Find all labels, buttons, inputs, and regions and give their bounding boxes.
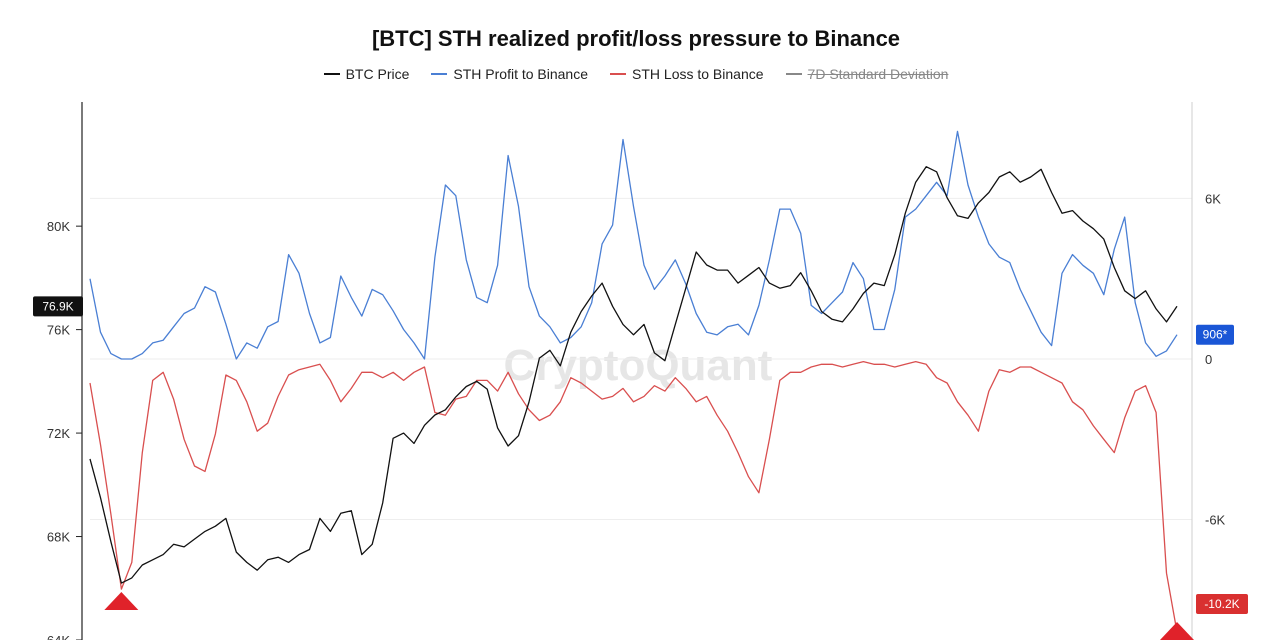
legend-item-btc-price[interactable]: BTC Price	[323, 66, 410, 82]
left-tick-label-2: 72K	[47, 426, 70, 441]
marker-triangle-1	[1160, 622, 1194, 640]
left-tick-label-4: 80K	[47, 219, 70, 234]
legend-swatch-btc-price	[323, 73, 340, 75]
value-badge-2	[1196, 594, 1248, 614]
btc-price-line	[89, 166, 1178, 584]
legend-item-sth-loss[interactable]: STH Loss to Binance	[610, 66, 764, 82]
legend-label-btc-price: BTC Price	[345, 66, 410, 82]
legend-item-7d-std-dev[interactable]: 7D Standard Deviation	[785, 66, 949, 82]
value-badge-label-0: 76.9K	[42, 299, 73, 313]
marker-triangle-0	[104, 592, 139, 610]
legend-item-sth-profit[interactable]: STH Profit to Binance	[431, 66, 588, 82]
left-tick-label-0: 64K	[47, 633, 70, 640]
sth-profit-line	[89, 130, 1178, 360]
legend-swatch-sth-profit	[431, 73, 448, 75]
value-badge-0	[33, 296, 83, 317]
value-badge-1	[1196, 324, 1234, 345]
sth-loss-line	[89, 360, 1178, 633]
watermark: CryptoQuant	[504, 341, 773, 390]
right-tick-label-0: -6K	[1205, 513, 1226, 528]
right-tick-label-1: 0	[1205, 352, 1212, 367]
chart-title: [BTC] STH realized profit/loss pressure …	[371, 26, 901, 51]
legend-swatch-7d-std-dev	[785, 73, 802, 75]
value-badge-label-1: 906*	[1203, 328, 1228, 342]
legend-swatch-sth-loss	[610, 73, 627, 75]
legend-label-sth-profit: STH Profit to Binance	[453, 66, 589, 82]
value-badge-label-2: -10.2K	[1204, 597, 1239, 611]
right-tick-label-2: 6K	[1205, 191, 1221, 206]
legend-label-sth-loss: STH Loss to Binance	[632, 66, 764, 82]
legend-label-7d-std-dev: 7D Standard Deviation	[807, 66, 949, 82]
chart-legend: BTC Price STH Profit to Binance STH Loss…	[0, 66, 1272, 82]
left-tick-label-3: 76K	[47, 323, 70, 338]
left-tick-label-1: 68K	[47, 530, 70, 545]
